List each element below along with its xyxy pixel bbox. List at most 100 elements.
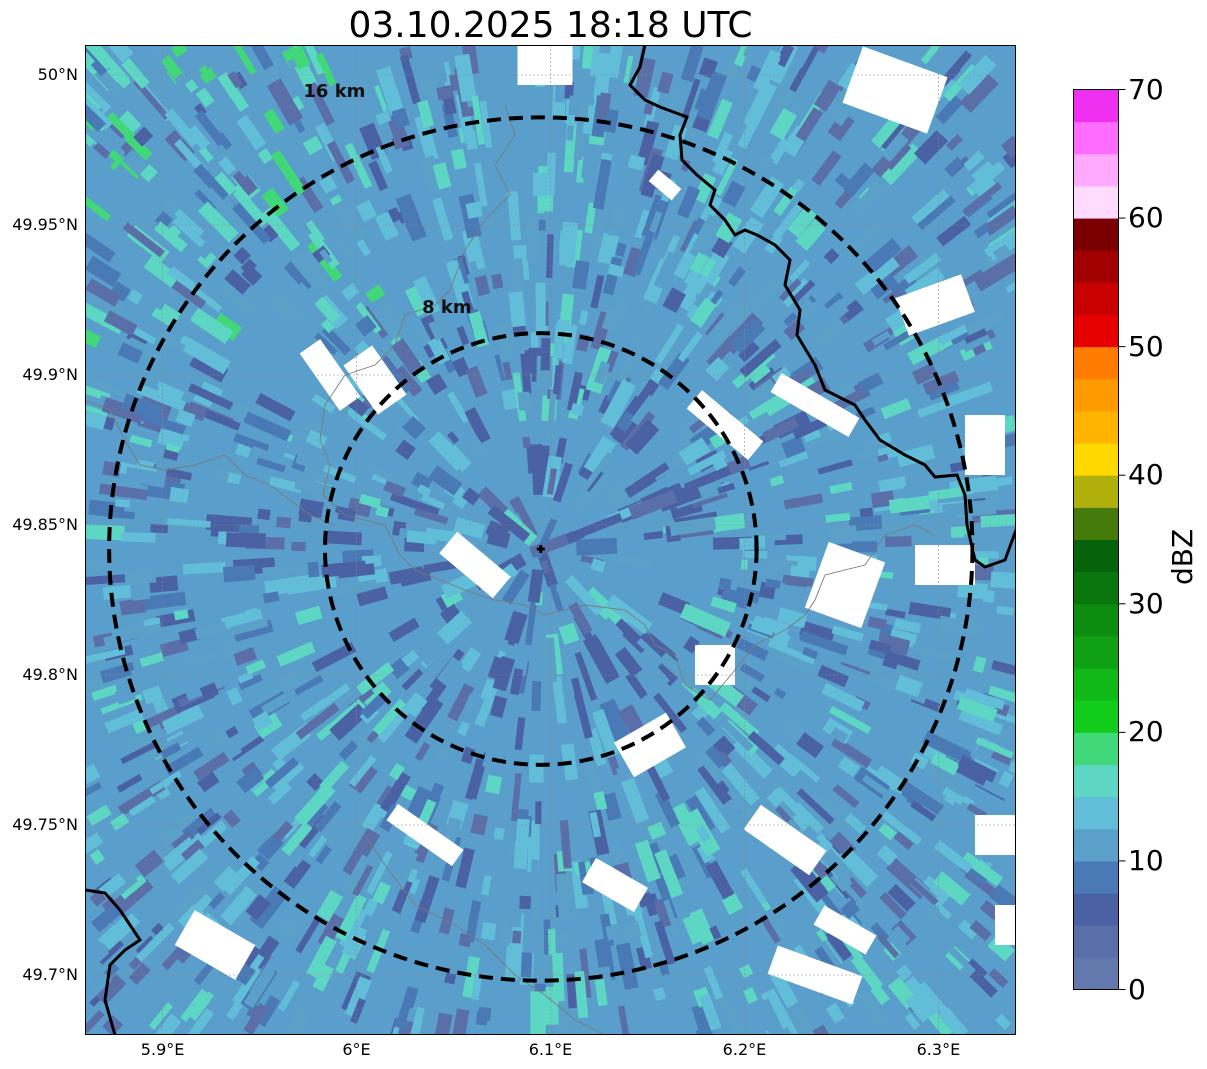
reflectivity-cell [574,971,589,1019]
reflectivity-cell [628,489,678,520]
reflectivity-cell [225,725,239,739]
radar-map[interactable] [85,45,1016,1035]
reflectivity-cell [991,660,1016,679]
reflectivity-cell [903,483,924,499]
reflectivity-cell [884,536,912,547]
reflectivity-cell [790,565,810,579]
reflectivity-cell [790,860,829,903]
colorbar-tick-label: 10 [1128,843,1164,877]
reflectivity-cell [767,912,789,940]
reflectivity-cell [793,45,822,69]
reflectivity-cell [240,258,257,275]
reflectivity-cell [236,766,265,794]
reflectivity-cell [101,912,141,951]
reflectivity-cell [454,53,477,103]
reflectivity-cell [711,131,733,165]
reflectivity-cell [933,840,974,874]
reflectivity-cell [116,773,143,793]
reflectivity-cell [134,849,164,878]
reflectivity-cell [132,592,151,601]
reflectivity-cell [703,966,724,1000]
reflectivity-cell [829,726,849,744]
reflectivity-cell [293,476,338,500]
reflectivity-cell [817,459,853,475]
reflectivity-cell [358,493,381,509]
reflectivity-cell [654,920,676,966]
colorbar-band [1073,571,1119,605]
reflectivity-cell [724,804,739,820]
reflectivity-cell [921,730,972,765]
reflectivity-cell [765,578,781,589]
reflectivity-cell [605,594,653,635]
reflectivity-cell [347,45,365,76]
reflectivity-cell [453,516,486,540]
colorbar-tick-label: 20 [1128,715,1164,749]
reflectivity-cell [782,574,814,587]
reflectivity-cell [149,575,179,593]
reflectivity-cell [375,154,403,200]
reflectivity-cell [476,341,504,392]
reflectivity-cell [884,141,912,171]
reflectivity-cell [311,641,357,673]
reflectivity-cell [226,687,243,706]
reflectivity-cell [792,415,831,440]
reflectivity-cell [640,153,665,198]
reflectivity-cell [998,770,1014,788]
reflectivity-cell [686,304,702,321]
colorbar-band [1073,732,1119,765]
reflectivity-cell [364,85,384,116]
reflectivity-cell [616,410,636,433]
reflectivity-cell [104,708,144,734]
border-line-sw [85,888,143,1035]
reflectivity-cell [894,674,923,698]
map-frame [85,45,1016,1035]
reflectivity-cell [306,773,324,791]
reflectivity-cell [485,774,503,795]
reflectivity-cell [314,800,342,833]
no-data-area [174,910,256,980]
reflectivity-cell [393,418,418,442]
reflectivity-cell [326,140,355,184]
reflectivity-cell [410,471,433,492]
reflectivity-cell [397,851,419,891]
reflectivity-cell [739,663,765,683]
reflectivity-cell [653,251,682,291]
reflectivity-cell [938,1007,969,1035]
reflectivity-cell [423,559,458,574]
reflectivity-cell [743,986,759,1005]
reflectivity-cell [308,675,332,697]
reflectivity-cell [316,718,341,741]
reflectivity-cell [776,781,796,801]
reflectivity-cell [631,378,660,413]
colorbar-band [1073,378,1119,412]
reflectivity-cell [535,282,546,333]
reflectivity-cell [101,397,146,425]
reflectivity-cell [884,789,908,812]
lon-tick-label: 6.2°E [722,1040,767,1059]
reflectivity-cell [85,972,112,1011]
reflectivity-cell [150,524,169,534]
reflectivity-cell [135,922,175,963]
reflectivity-cell [104,45,134,63]
reflectivity-cell [630,394,657,426]
reflectivity-cell [211,312,243,341]
reflectivity-cell [276,516,292,529]
reflectivity-cell [465,437,488,461]
reflectivity-cell [141,685,164,705]
reflectivity-cell [731,738,773,779]
reflectivity-cell [957,581,988,600]
reflectivity-cell [233,433,270,454]
reflectivity-cell [474,162,488,207]
reflectivity-cell [383,480,406,498]
radar-map-canvas[interactable] [85,45,1016,1035]
reflectivity-cell [416,484,432,497]
reflectivity-cell [156,191,181,214]
reflectivity-cell [286,573,337,595]
reflectivity-cell [333,233,354,261]
reflectivity-cell [186,125,211,151]
reflectivity-cell [555,583,579,611]
reflectivity-cell [428,465,463,496]
reflectivity-cell [227,71,243,89]
reflectivity-cell [263,130,303,180]
reflectivity-cell [289,45,311,70]
